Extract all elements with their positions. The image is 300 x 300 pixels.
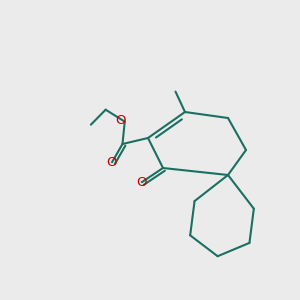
Text: O: O (115, 114, 125, 127)
Text: O: O (106, 156, 116, 169)
Text: O: O (136, 176, 146, 189)
